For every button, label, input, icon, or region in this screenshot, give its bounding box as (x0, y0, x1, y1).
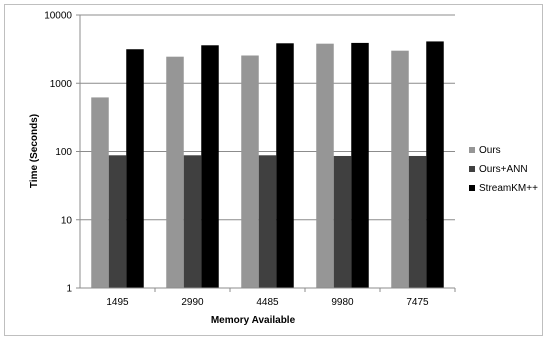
bar-streamkm--2990 (201, 45, 219, 289)
bar-streamkm--7475 (426, 41, 444, 288)
bar-ours-ann-9980 (333, 155, 352, 288)
legend-label: StreamKM++ (479, 183, 538, 194)
legend-label: Ours+ANN (479, 164, 528, 175)
y-tick-label: 1 (66, 284, 72, 295)
y-tick-labels: 1 10 100 1000 10000 (44, 11, 72, 295)
x-tick-label: 2990 (181, 297, 204, 308)
bar-ours-2990 (166, 56, 184, 288)
legend-swatch (469, 147, 475, 153)
bar-ours-9980 (316, 43, 334, 289)
x-tick-label: 7475 (406, 297, 429, 308)
bar-ours-4485 (241, 55, 259, 288)
bar-ours-7475 (391, 50, 409, 288)
bars (91, 41, 444, 289)
axes (76, 14, 456, 292)
y-tick-label: 10 (61, 215, 73, 226)
legend-swatch (469, 166, 475, 172)
bar-ours-ann-1495 (108, 155, 127, 288)
bar-ours-ann-2990 (183, 155, 202, 288)
bar-ours-1495 (91, 97, 109, 288)
y-tick-label: 100 (55, 147, 72, 158)
bar-streamkm--9980 (351, 42, 369, 289)
y-axis-title: Time (Seconds) (29, 114, 40, 188)
bar-streamkm--1495 (126, 49, 144, 289)
legend-label: Ours (479, 145, 501, 156)
x-tick-label: 1495 (106, 297, 129, 308)
y-tick-label: 1000 (50, 79, 73, 90)
y-tick-label: 10000 (44, 11, 72, 22)
x-tick-label: 4485 (256, 297, 279, 308)
legend-swatch (469, 185, 475, 191)
x-axis-title: Memory Available (211, 315, 296, 326)
legend: Ours Ours+ANN StreamKM++ (469, 145, 538, 194)
x-tick-label: 9980 (331, 297, 354, 308)
bar-ours-ann-4485 (258, 155, 277, 288)
bar-ours-ann-7475 (408, 155, 427, 288)
x-tick-labels: 1495 2990 4485 9980 7475 (106, 297, 429, 308)
bar-streamkm--4485 (276, 43, 294, 289)
